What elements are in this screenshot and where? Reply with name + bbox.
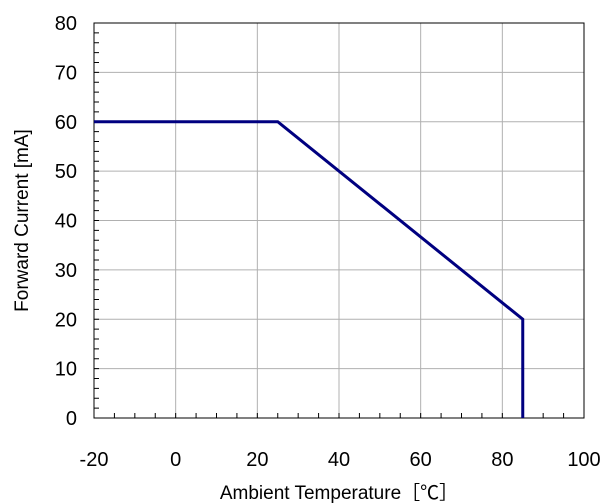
derating-curve-line (94, 120, 525, 418)
series-layer (94, 120, 525, 418)
y-tick-label: 30 (55, 260, 77, 282)
gridlines (93, 22, 585, 419)
y-tick-label: 10 (55, 359, 77, 381)
y-tick-label: 50 (55, 161, 77, 183)
x-axis-tick-labels: -20 0 20 40 60 80 100 (80, 449, 601, 471)
y-tick-label: 40 (55, 211, 77, 233)
x-tick-label: 80 (491, 449, 513, 471)
x-tick-label: -20 (80, 449, 109, 471)
x-axis-title: Ambient Temperature［℃］ (220, 482, 458, 504)
y-tick-label: 70 (55, 62, 77, 84)
y-axis-tick-labels: 0 10 20 30 40 50 60 70 80 (55, 13, 77, 430)
y-tick-label: 60 (55, 112, 77, 134)
x-tick-label: 40 (328, 449, 350, 471)
x-tick-label: 100 (567, 449, 600, 471)
y-axis-title: Forward Current [mA] (12, 129, 33, 312)
y-tick-label: 20 (55, 309, 77, 331)
y-tick-label: 80 (55, 13, 77, 35)
x-tick-label: 0 (170, 449, 181, 471)
plot-area-frame (93, 22, 585, 419)
x-tick-label: 60 (410, 449, 432, 471)
x-tick-label: 20 (246, 449, 268, 471)
y-tick-label: 0 (66, 408, 77, 430)
